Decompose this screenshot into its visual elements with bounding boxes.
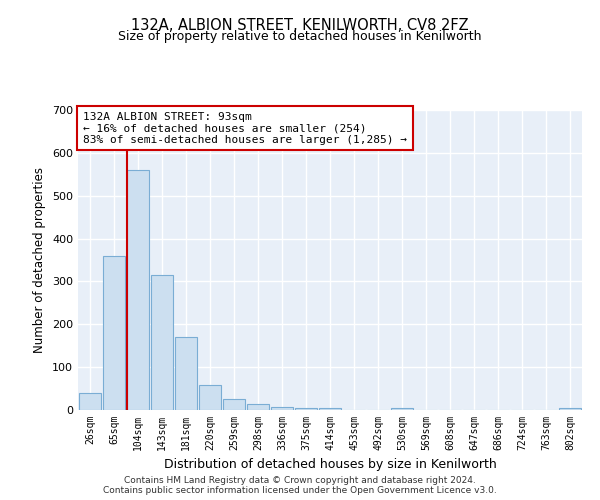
Bar	[223, 400, 245, 410]
Text: Size of property relative to detached houses in Kenilworth: Size of property relative to detached ho…	[118, 30, 482, 43]
Y-axis label: Number of detached properties: Number of detached properties	[34, 167, 46, 353]
Bar	[199, 385, 221, 410]
Bar	[559, 408, 581, 410]
Bar	[127, 170, 149, 410]
Bar	[319, 408, 341, 410]
Bar	[271, 406, 293, 410]
Bar	[151, 275, 173, 410]
Bar	[175, 337, 197, 410]
Text: 132A ALBION STREET: 93sqm
← 16% of detached houses are smaller (254)
83% of semi: 132A ALBION STREET: 93sqm ← 16% of detac…	[83, 112, 407, 144]
Bar	[391, 408, 413, 410]
Text: Contains HM Land Registry data © Crown copyright and database right 2024.: Contains HM Land Registry data © Crown c…	[124, 476, 476, 485]
Bar	[247, 404, 269, 410]
Text: Contains public sector information licensed under the Open Government Licence v3: Contains public sector information licen…	[103, 486, 497, 495]
Bar	[79, 393, 101, 410]
Text: 132A, ALBION STREET, KENILWORTH, CV8 2FZ: 132A, ALBION STREET, KENILWORTH, CV8 2FZ	[131, 18, 469, 32]
Bar	[103, 256, 125, 410]
Bar	[295, 408, 317, 410]
X-axis label: Distribution of detached houses by size in Kenilworth: Distribution of detached houses by size …	[164, 458, 496, 471]
